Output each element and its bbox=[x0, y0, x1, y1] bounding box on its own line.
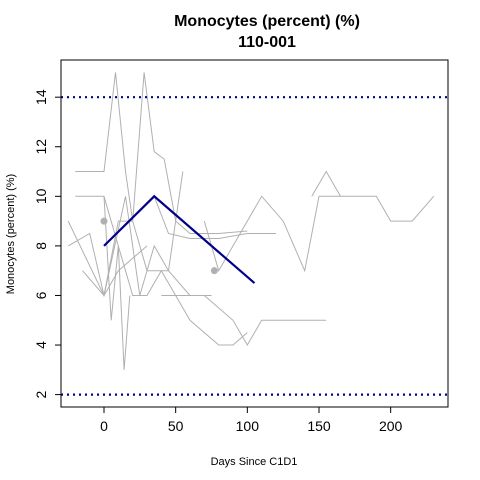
background-series-line-4 bbox=[67, 232, 148, 297]
x-tick-label-50: 50 bbox=[168, 418, 184, 434]
y-tick-label-12: 12 bbox=[33, 139, 49, 155]
x-tick-label-0: 0 bbox=[100, 418, 108, 434]
y-tick-label-2: 2 bbox=[33, 391, 49, 399]
chart-subtitle: 110-001 bbox=[238, 34, 296, 51]
background-series-line-3 bbox=[67, 196, 212, 298]
y-tick-label-8: 8 bbox=[33, 242, 49, 250]
chart-title: Monocytes (percent) (%) bbox=[174, 13, 360, 30]
background-series-line-2 bbox=[82, 171, 184, 297]
y-tick-label-14: 14 bbox=[33, 89, 49, 105]
y-axis-label: Monocytes (percent) (%) bbox=[5, 174, 17, 294]
background-point-2 bbox=[210, 267, 218, 275]
y-tick-label-10: 10 bbox=[33, 188, 49, 204]
highlight-series-line bbox=[103, 194, 256, 284]
background-series-line-6 bbox=[103, 196, 131, 370]
background-series-line-1 bbox=[75, 72, 248, 234]
x-axis-label: Days Since C1D1 bbox=[211, 456, 298, 468]
y-tick-label-4: 4 bbox=[33, 341, 49, 349]
x-tick-label-100: 100 bbox=[236, 418, 260, 434]
background-series-line-5 bbox=[75, 195, 248, 346]
plot-frame bbox=[60, 59, 449, 408]
x-tick-label-200: 200 bbox=[379, 418, 403, 434]
plot-area: 0 50 100 150 200 2 4 6 8 10 12 14 bbox=[33, 59, 449, 434]
background-point-1 bbox=[100, 217, 108, 225]
y-tick-label-6: 6 bbox=[33, 291, 49, 299]
background-series-line-9 bbox=[203, 195, 435, 273]
background-series-line-8 bbox=[161, 295, 327, 346]
x-tick-label-150: 150 bbox=[307, 418, 331, 434]
background-series-line-10 bbox=[311, 170, 341, 197]
